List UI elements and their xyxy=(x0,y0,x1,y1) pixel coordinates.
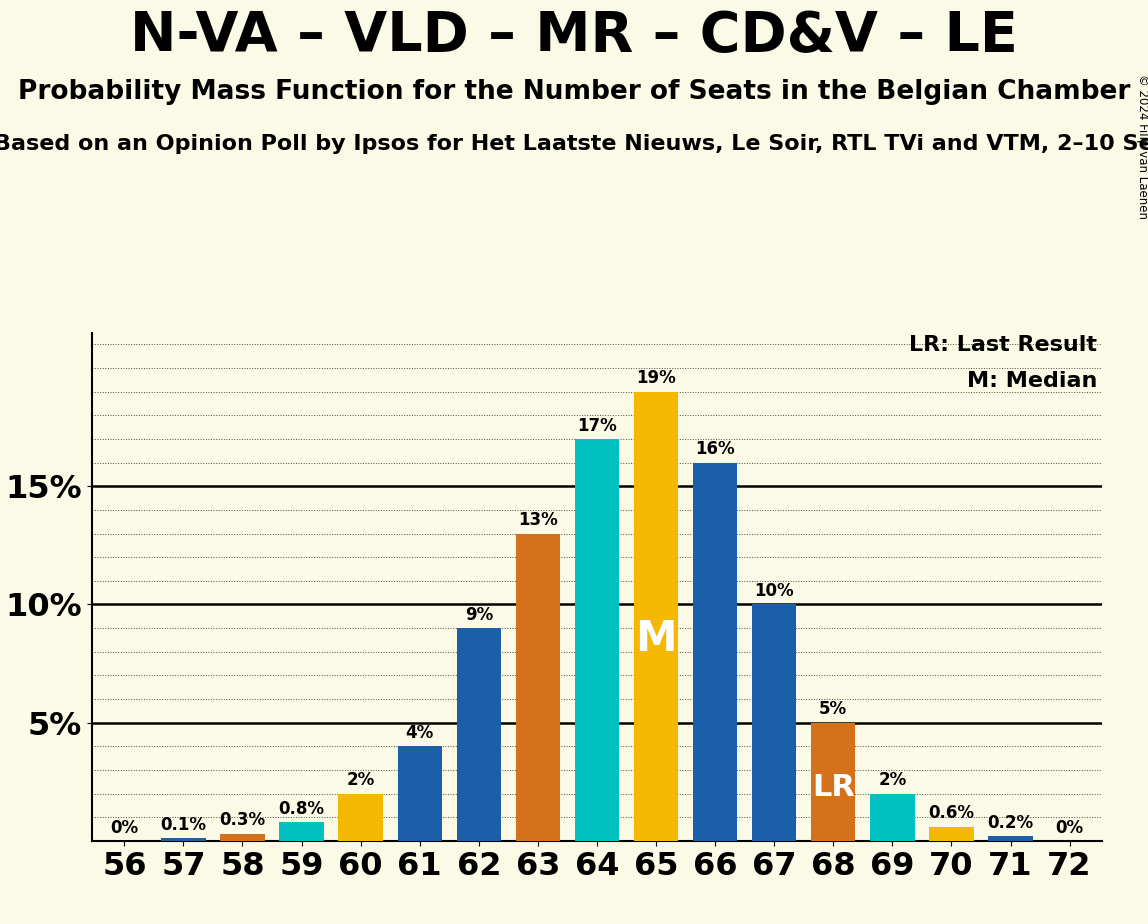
Text: 13%: 13% xyxy=(518,511,558,529)
Text: 2%: 2% xyxy=(878,772,907,789)
Text: Probability Mass Function for the Number of Seats in the Belgian Chamber: Probability Mass Function for the Number… xyxy=(18,79,1130,104)
Text: 0.1%: 0.1% xyxy=(161,816,207,834)
Bar xyxy=(929,827,974,841)
Text: 2%: 2% xyxy=(347,772,374,789)
Text: 9%: 9% xyxy=(465,606,492,624)
Text: 19%: 19% xyxy=(636,370,676,387)
Bar xyxy=(634,392,678,841)
Text: 10%: 10% xyxy=(754,582,794,601)
Bar xyxy=(515,533,560,841)
Text: LR: Last Result: LR: Last Result xyxy=(909,335,1097,355)
Bar xyxy=(220,833,265,841)
Bar xyxy=(988,836,1033,841)
Bar xyxy=(870,794,915,841)
Bar xyxy=(457,628,501,841)
Text: 0.8%: 0.8% xyxy=(279,799,325,818)
Text: M: Median: M: Median xyxy=(967,371,1097,391)
Text: 0%: 0% xyxy=(110,819,139,836)
Text: N-VA – VLD – MR – CD&V – LE: N-VA – VLD – MR – CD&V – LE xyxy=(130,9,1018,63)
Text: 17%: 17% xyxy=(577,417,616,435)
Text: M: M xyxy=(635,618,677,660)
Bar xyxy=(812,723,855,841)
Text: 0.6%: 0.6% xyxy=(929,805,975,822)
Bar xyxy=(575,439,619,841)
Text: 4%: 4% xyxy=(405,724,434,742)
Text: LR: LR xyxy=(812,773,855,802)
Text: Based on an Opinion Poll by Ipsos for Het Laatste Nieuws, Le Soir, RTL TVi and V: Based on an Opinion Poll by Ipsos for He… xyxy=(0,134,1148,154)
Text: 0.3%: 0.3% xyxy=(219,811,265,830)
Text: © 2024 Filip van Laenen: © 2024 Filip van Laenen xyxy=(1135,74,1148,219)
Bar xyxy=(161,838,205,841)
Bar xyxy=(339,794,382,841)
Bar xyxy=(397,747,442,841)
Bar xyxy=(752,604,797,841)
Text: 0.2%: 0.2% xyxy=(987,814,1033,832)
Bar xyxy=(693,463,737,841)
Bar xyxy=(279,822,324,841)
Text: 0%: 0% xyxy=(1055,819,1084,836)
Text: 16%: 16% xyxy=(696,441,735,458)
Text: 5%: 5% xyxy=(820,700,847,718)
